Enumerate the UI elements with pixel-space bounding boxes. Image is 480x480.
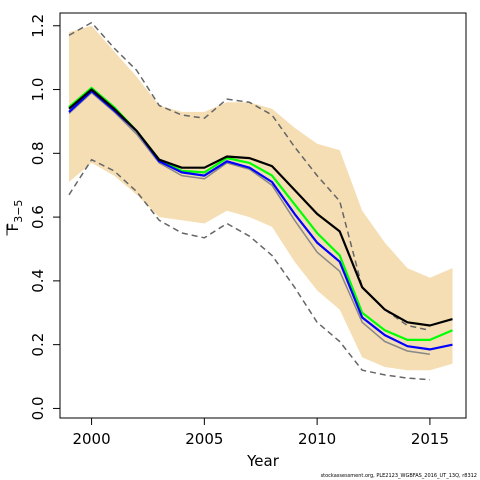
y-tick-label: 0.2 — [29, 333, 47, 357]
y-tick-label: 0.8 — [29, 141, 47, 165]
x-axis-title: Year — [246, 452, 280, 470]
series-layer — [68, 21, 453, 381]
confidence-band — [69, 25, 453, 371]
credit-text: stockassessment.org, PLE2123_WGBFAS_2016… — [320, 473, 477, 479]
series-line-6 — [68, 88, 453, 327]
y-axis-title: F3−5 — [4, 200, 25, 236]
series-line-1 — [68, 21, 431, 332]
x-tick-label: 2000 — [72, 430, 110, 448]
y-axis: 0.0 0.2 0.4 0.6 0.8 1.0 1.2 — [29, 14, 60, 421]
y-axis-title-subscript: 3−5 — [12, 200, 25, 223]
y-tick-label: 1.2 — [29, 14, 47, 38]
y-tick-label: 0.0 — [29, 397, 47, 421]
y-tick-label: 0.6 — [29, 205, 47, 229]
x-tick-label: 2015 — [411, 430, 449, 448]
y-axis-title-text: F3−5 — [4, 200, 25, 232]
x-tick-label: 2010 — [298, 430, 336, 448]
series-line-3 — [68, 91, 431, 355]
plot-frame — [59, 12, 467, 419]
confidence-band-layer — [69, 25, 453, 371]
y-tick-label: 0.4 — [29, 269, 47, 293]
y-axis-title-main: F — [4, 223, 22, 232]
x-tick-label: 2005 — [185, 430, 223, 448]
series-line-2 — [68, 158, 430, 381]
y-tick-label: 1.0 — [29, 78, 47, 102]
x-axis: 2000 2005 2010 2015 — [72, 418, 449, 448]
